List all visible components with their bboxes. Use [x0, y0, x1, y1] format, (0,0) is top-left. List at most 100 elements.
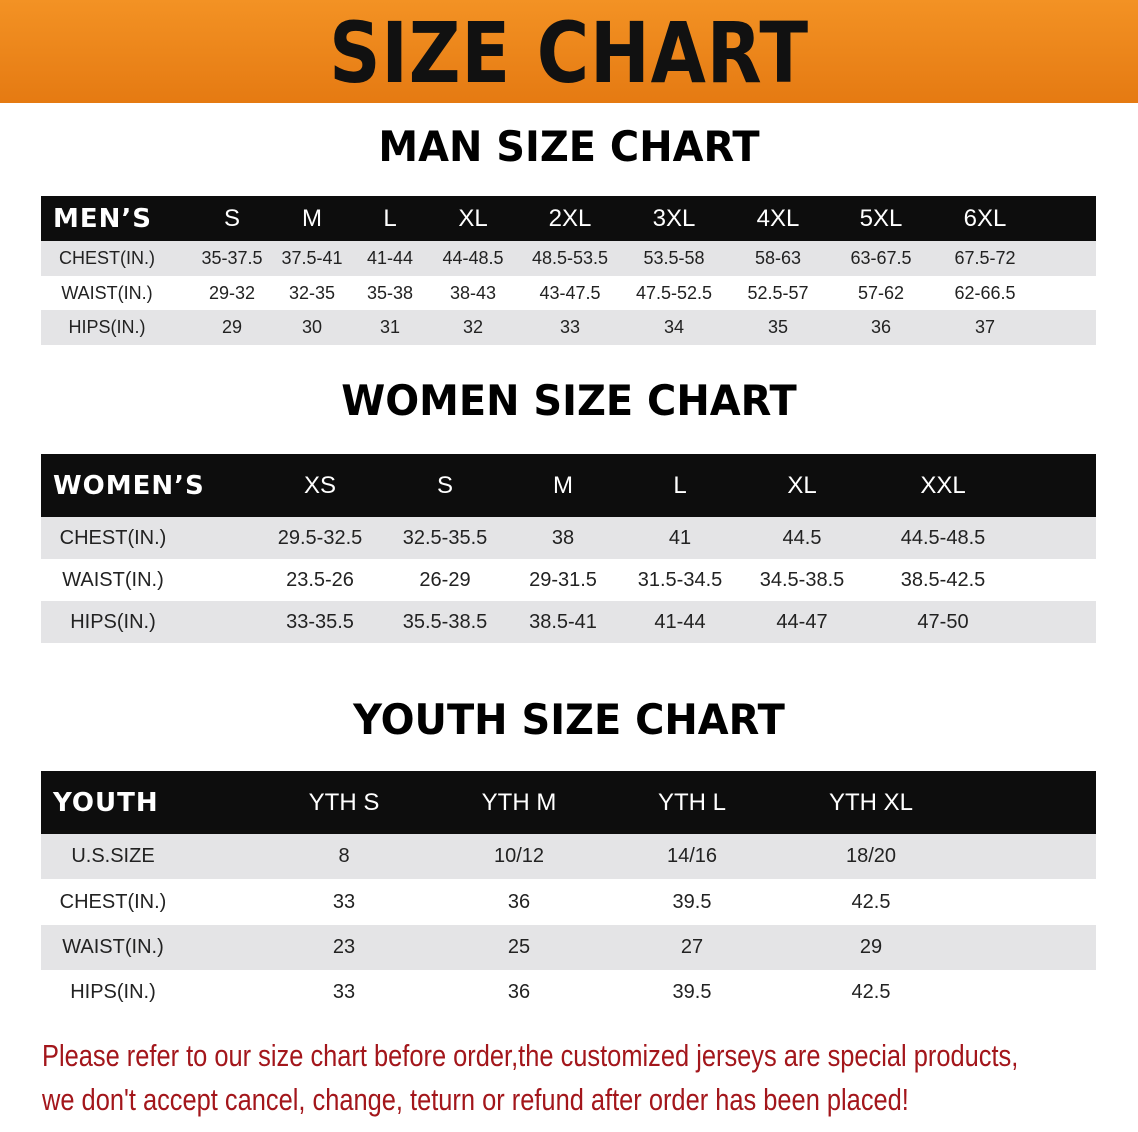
table-cell: 39.5: [672, 890, 712, 913]
table-cell: 39.5: [672, 981, 712, 1003]
table-cell: 23: [332, 936, 356, 958]
table-cell: 44.5-48.5: [900, 526, 986, 549]
table-cell: 18/20: [845, 845, 897, 867]
table-cell: 43-47.5: [539, 282, 601, 303]
table-cell: 31: [379, 317, 401, 337]
table-cell: 34: [663, 317, 685, 337]
table-row: HIPS(IN.) 29 30 31 32 33 34 35 36 37: [41, 310, 1096, 345]
size-header-cell: S: [436, 471, 454, 499]
header-row: WOMEN’S XS S M L XL XXL: [41, 454, 1096, 517]
table-cell: 53.5-58: [643, 248, 705, 268]
header-row: MEN’S S M L XL 2XL 3XL 4XL 5XL 6XL: [41, 196, 1096, 241]
table-cell: 67.5-72: [954, 248, 1016, 268]
table-cell: 57-62: [857, 282, 905, 303]
table-cell: 34.5-38.5: [759, 568, 845, 591]
table-cell: 35-38: [366, 282, 414, 303]
table-row: HIPS(IN.) 33 36 39.5 42.5: [41, 970, 1096, 1015]
size-header-cell: XL: [458, 204, 488, 232]
banner: SIZE CHART: [0, 0, 1138, 103]
size-header-cell: YTH XL: [828, 788, 914, 816]
table-cell: 29-31.5: [529, 568, 597, 591]
table-cell: 29: [221, 317, 243, 337]
table-row: WAIST(IN.) 23.5-26 26-29 29-31.5 31.5-34.5 34…: [41, 559, 1096, 601]
table-cell: 31.5-34.5: [637, 568, 723, 591]
table-row: CHEST(IN.) 33 36 39.5 42.5: [41, 879, 1096, 925]
table-cell: 29: [859, 936, 883, 958]
table-title-cell: MEN’S: [53, 203, 152, 234]
measurement-label: WAIST(IN.): [62, 936, 164, 958]
size-header-cell: 4XL: [756, 204, 800, 232]
table-cell: 36: [507, 890, 531, 913]
size-header-cell: YTH M: [481, 788, 557, 816]
table-row: U.S.SIZE 8 10/12 14/16 18/20: [41, 834, 1096, 879]
size-header-cell: S: [223, 204, 241, 232]
table-cell: 29-32: [208, 282, 256, 303]
table-cell: 33: [559, 317, 581, 337]
measurement-label: HIPS(IN.): [70, 981, 156, 1003]
table-cell: 14/16: [666, 845, 718, 867]
table-cell: 41-44: [366, 248, 414, 268]
table-cell: 37: [974, 317, 996, 337]
table-cell: 36: [870, 317, 892, 337]
youth-section-title: YOUTH SIZE CHART: [353, 695, 785, 744]
size-header-cell: 6XL: [963, 204, 1007, 232]
size-header-cell: 3XL: [652, 204, 696, 232]
table-cell: 42.5: [851, 981, 891, 1003]
table-cell: 63-67.5: [850, 248, 912, 268]
table-cell: 25: [507, 936, 531, 958]
table-cell: 44.5: [782, 526, 822, 549]
size-header-cell: 2XL: [548, 204, 592, 232]
table-cell: 48.5-53.5: [531, 248, 609, 268]
measurement-label: WAIST(IN.): [62, 568, 164, 591]
size-header-cell: M: [553, 471, 573, 499]
table-row: WAIST(IN.) 29-32 32-35 35-38 38-43 43-47.5 47.…: [41, 276, 1096, 310]
table-row: CHEST(IN.) 29.5-32.5 32.5-35.5 38 41 44.5 44.5…: [41, 517, 1096, 559]
measurement-label: WAIST(IN.): [61, 282, 153, 303]
table-cell: 38.5-42.5: [900, 568, 986, 591]
table-row: CHEST(IN.) 35-37.5 37.5-41 41-44 44-48.5 48.5…: [41, 241, 1096, 276]
table-cell: 38: [551, 526, 575, 549]
table-cell: 30: [301, 317, 323, 337]
table-row: HIPS(IN.) 33-35.5 35.5-38.5 38.5-41 41-44 44-…: [41, 601, 1096, 643]
table-cell: 47-50: [917, 610, 969, 633]
table-cell: 29.5-32.5: [277, 526, 363, 549]
table-cell: 38.5-41: [529, 610, 597, 633]
table-cell: 41: [668, 526, 692, 549]
table-cell: 35: [767, 317, 789, 337]
table-cell: 35.5-38.5: [402, 610, 488, 633]
table-cell: 44-48.5: [442, 248, 504, 268]
table-cell: 36: [507, 981, 531, 1003]
table-cell: 35-37.5: [201, 248, 263, 268]
table-cell: 42.5: [851, 890, 891, 913]
measurement-label: CHEST(IN.): [59, 526, 167, 549]
table-row: WAIST(IN.) 23 25 27 29: [41, 925, 1096, 970]
measurement-label: HIPS(IN.): [70, 610, 156, 633]
table-cell: 26-29: [419, 568, 471, 591]
table-cell: 27: [680, 936, 704, 958]
size-header-cell: 5XL: [859, 204, 903, 232]
table-cell: 33-35.5: [286, 610, 354, 633]
measurement-label: U.S.SIZE: [71, 845, 155, 867]
table-cell: 33: [332, 981, 356, 1003]
notice-line-1: Please refer to our size chart before or…: [42, 1038, 1019, 1073]
table-cell: 37.5-41: [281, 248, 343, 268]
size-header-cell: L: [673, 471, 687, 499]
notice-line-2: we don't accept cancel, change, teturn o…: [42, 1082, 909, 1117]
table-cell: 52.5-57: [747, 282, 809, 303]
measurement-label: CHEST(IN.): [59, 248, 155, 268]
size-header-cell: XL: [787, 471, 817, 499]
measurement-label: HIPS(IN.): [68, 317, 146, 337]
table-cell: 23.5-26: [286, 568, 354, 591]
table-title-cell: YOUTH: [53, 787, 159, 818]
table-cell: 10/12: [493, 845, 545, 867]
size-header-cell: YTH S: [308, 788, 380, 816]
banner-title: SIZE CHART: [329, 4, 809, 102]
size-header-cell: XS: [303, 471, 337, 499]
size-header-cell: L: [383, 204, 397, 232]
table-cell: 8: [338, 845, 350, 867]
table-cell: 44-47: [776, 610, 828, 633]
men-section-title: MAN SIZE CHART: [378, 122, 760, 171]
table-cell: 33: [332, 890, 356, 913]
table-cell: 62-66.5: [954, 282, 1016, 303]
table-cell: 32-35: [288, 282, 336, 303]
